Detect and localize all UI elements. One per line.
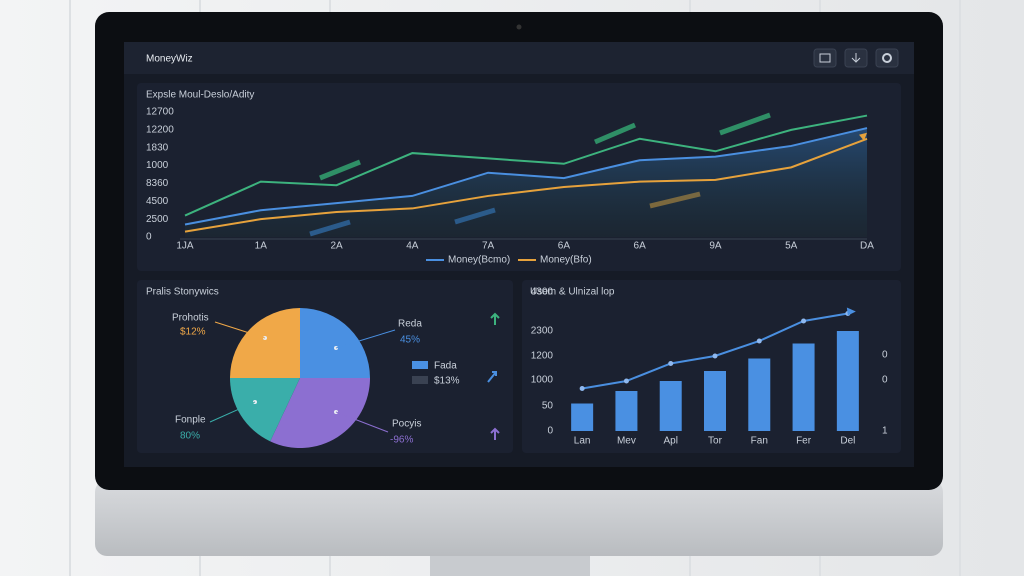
pie-icons <box>487 312 500 440</box>
legend-swatch <box>412 361 428 369</box>
x-tick-label: Del <box>840 436 855 447</box>
bar <box>748 358 771 431</box>
y-tick-label: 4300 <box>531 287 554 298</box>
y-tick-label: 1000 <box>531 375 554 386</box>
pie-slice <box>230 378 300 442</box>
slice-label: -96% <box>390 435 413 446</box>
pie-slice <box>270 378 370 448</box>
slice-label: 45% <box>400 335 420 346</box>
legend-label: Fada <box>434 361 457 372</box>
slice-name: Pocyis <box>392 419 421 430</box>
slice-name: Reda <box>398 319 422 330</box>
slice-name: Prohotis <box>172 313 209 324</box>
line <box>184 114 868 217</box>
bar-title: Usem & Ulnizal lop <box>530 287 615 298</box>
y-tick-label: 12200 <box>146 124 174 135</box>
x-tick-label: Apl <box>663 436 677 447</box>
header-buttons <box>813 48 899 68</box>
slice-name: Fonple <box>175 415 206 426</box>
x-tick-label: Fer <box>796 436 812 447</box>
legend-label: Money(Bcmo) <box>448 255 510 266</box>
button[interactable] <box>875 48 899 68</box>
y-tick-label: 1830 <box>146 142 169 153</box>
icon <box>819 53 831 63</box>
y-tick-label: 0 <box>146 232 152 243</box>
line-point <box>712 353 718 359</box>
camera <box>516 24 522 30</box>
x-tick-label: 5A <box>785 241 798 252</box>
line-title: Expsle Moul-Deslo/Adity <box>146 90 254 101</box>
icon <box>882 53 892 63</box>
bar <box>836 331 859 431</box>
x-tick-label: 6A <box>558 241 571 252</box>
leader-line <box>214 321 266 339</box>
y-tick-label: 50 <box>542 401 554 412</box>
bar <box>571 403 594 431</box>
x-tick-label: 4A <box>406 241 419 252</box>
x-tick-label: Mev <box>617 436 636 447</box>
right-label: 0 <box>882 375 888 386</box>
y-tick-label: 2500 <box>146 214 169 225</box>
x-tick-label: Fan <box>751 436 768 447</box>
right-label: 0 <box>882 350 888 361</box>
line <box>184 137 868 233</box>
line-point <box>668 361 674 366</box>
x-tick-label: DA <box>860 241 874 252</box>
bar <box>704 371 726 431</box>
line-point <box>579 386 585 391</box>
x-tick-label: Tor <box>708 436 723 447</box>
legend-value: $13% <box>434 376 460 387</box>
y-tick-label: 1000 <box>146 160 169 171</box>
x-tick-label: Lan <box>574 436 591 447</box>
app-header <box>124 42 914 74</box>
bar <box>615 391 638 431</box>
right-label: 1 <box>882 426 888 437</box>
line-point <box>756 338 762 344</box>
bar <box>792 343 815 431</box>
monitor-chin <box>95 480 943 556</box>
x-tick-label: 2A <box>330 241 343 252</box>
leader-line <box>335 411 389 433</box>
x-tick-label: 1A <box>255 241 268 252</box>
line <box>184 127 868 226</box>
legend-label: Money(Bfo) <box>540 255 592 266</box>
arrowhead <box>859 132 867 141</box>
area <box>185 128 867 237</box>
y-tick-label: 0 <box>547 426 553 437</box>
leader-line <box>209 401 256 423</box>
arrowhead <box>846 307 856 316</box>
x-tick-label: 9A <box>709 241 722 252</box>
icon <box>851 53 861 63</box>
x-tick-label: 6A <box>634 241 647 252</box>
pie-slice <box>230 308 300 378</box>
leader-line <box>335 329 396 349</box>
x-tick-label: 1JA <box>176 241 194 252</box>
pie-title: Pralis Stonywics <box>146 287 219 298</box>
button[interactable] <box>813 48 837 68</box>
y-tick-label: 8360 <box>146 178 169 189</box>
y-tick-label: 2300 <box>531 326 554 337</box>
y-tick-label: 4500 <box>146 196 169 207</box>
app-title: MoneyWiz <box>146 54 193 65</box>
slice-label: $12% <box>180 327 206 338</box>
y-tick-label: 1200 <box>531 351 554 362</box>
line-point <box>801 318 807 324</box>
pie-slice <box>300 308 370 378</box>
bar <box>659 381 682 431</box>
slice-label: 80% <box>180 431 200 442</box>
y-tick-label: 12700 <box>146 107 174 118</box>
x-tick-label: 7A <box>482 241 495 252</box>
line-point <box>623 378 629 384</box>
legend-swatch <box>412 376 428 384</box>
